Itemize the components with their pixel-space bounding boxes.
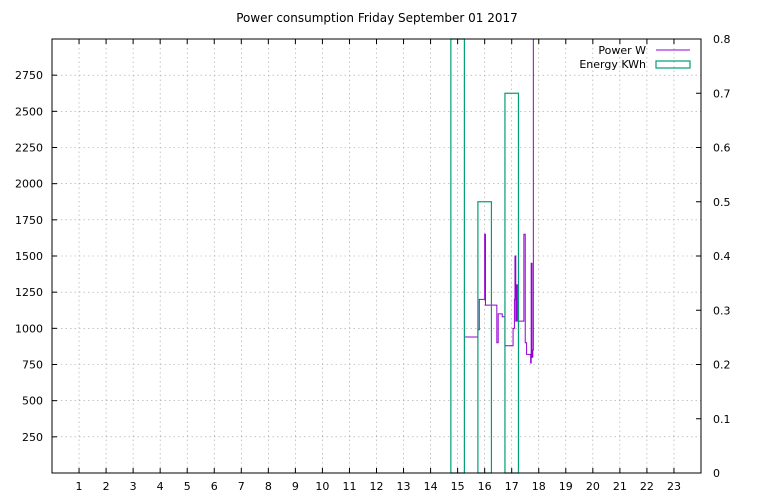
y-left-tick-label: 250 [22, 431, 43, 444]
x-tick-label: 17 [505, 480, 519, 493]
y-left-tick-label: 1000 [15, 322, 43, 335]
y-left-tick-label: 1750 [15, 214, 43, 227]
grid [52, 39, 701, 473]
y-right-tick-label: 0.3 [713, 304, 731, 317]
y-right-tick-label: 0.4 [713, 250, 731, 263]
x-tick-label: 4 [157, 480, 164, 493]
x-tick-label: 11 [342, 480, 356, 493]
x-tick-label: 9 [292, 480, 299, 493]
y-right-tick-label: 0 [713, 467, 720, 480]
x-tick-label: 2 [103, 480, 110, 493]
x-tick-label: 1 [76, 480, 83, 493]
x-tick-label: 5 [184, 480, 191, 493]
y-left-tick-label: 1250 [15, 286, 43, 299]
y-right-tick-label: 0.1 [713, 413, 731, 426]
x-tick-label: 6 [211, 480, 218, 493]
x-tick-label: 21 [613, 480, 627, 493]
x-tick-label: 13 [397, 480, 411, 493]
x-tick-label: 19 [559, 480, 573, 493]
y-right-tick-label: 0.8 [713, 33, 731, 46]
axes: 1 2 3 4 5 6 7 8 9 10 11 12 13 14 15 16 17 18 19 20 21 22 23250… [15, 33, 731, 493]
x-tick-label: 15 [451, 480, 465, 493]
x-tick-label: 14 [424, 480, 438, 493]
y-left-tick-label: 750 [22, 359, 43, 372]
y-right-tick-label: 0.2 [713, 359, 731, 372]
x-tick-label: 16 [478, 480, 492, 493]
x-tick-label: 23 [667, 480, 681, 493]
y-left-tick-label: 1500 [15, 250, 43, 263]
y-left-tick-label: 2750 [15, 69, 43, 82]
legend-label: Energy KWh [579, 58, 646, 71]
legend-swatch [655, 60, 691, 69]
legend-label: Power W [598, 44, 646, 57]
y-right-tick-label: 0.6 [713, 142, 731, 155]
x-tick-label: 10 [315, 480, 329, 493]
x-tick-label: 7 [238, 480, 245, 493]
y-right-tick-label: 0.7 [713, 87, 731, 100]
chart-title: Power consumption Friday September 01 20… [236, 11, 518, 25]
x-tick-label: 8 [265, 480, 272, 493]
y-left-tick-label: 500 [22, 395, 43, 408]
x-tick-label: 20 [586, 480, 600, 493]
y-right-tick-label: 0.5 [713, 196, 731, 209]
x-tick-label: 3 [130, 480, 137, 493]
y-left-tick-label: 2500 [15, 105, 43, 118]
x-tick-label: 18 [532, 480, 546, 493]
y-left-tick-label: 2000 [15, 178, 43, 191]
power-line [464, 39, 534, 364]
x-tick-label: 22 [640, 480, 654, 493]
x-tick-label: 12 [370, 480, 384, 493]
y-left-tick-label: 2250 [15, 142, 43, 155]
